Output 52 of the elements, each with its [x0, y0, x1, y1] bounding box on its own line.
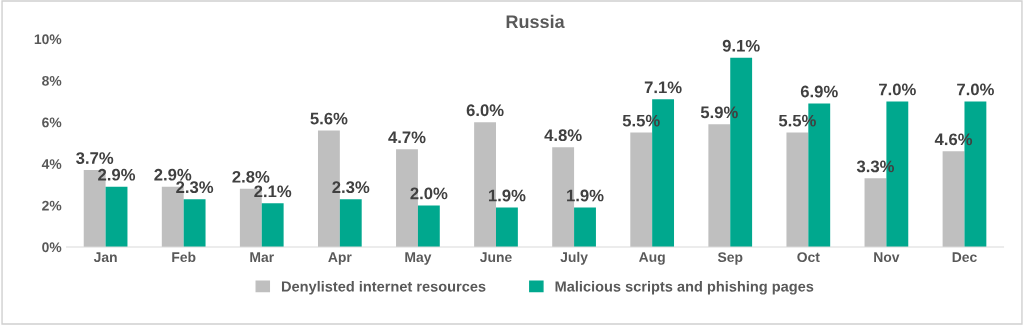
- chart-title: Russia: [506, 14, 565, 29]
- y-tick-label: 0%: [42, 242, 62, 253]
- x-tick-label: Apr: [328, 252, 352, 265]
- bar: [183, 199, 206, 247]
- x-tick-label: Dec: [952, 252, 977, 263]
- data-label: 2.8%: [232, 170, 270, 183]
- bar: [630, 132, 653, 247]
- y-tick-label: 8%: [42, 75, 62, 86]
- y-tick-label: 10%: [34, 34, 62, 45]
- y-tick-label: 6%: [42, 117, 62, 128]
- data-label: 2.3%: [332, 181, 370, 194]
- data-label: 2.1%: [254, 185, 292, 198]
- data-label: 7.1%: [644, 81, 682, 94]
- data-label: 2.9%: [154, 168, 192, 181]
- data-label: 5.6%: [310, 112, 348, 125]
- data-label: 7.0%: [957, 83, 994, 96]
- data-label: 1.9%: [567, 189, 604, 202]
- data-label: 6.9%: [800, 85, 838, 98]
- legend-label: Malicious scripts and phishing pages: [555, 280, 814, 295]
- bar: [708, 124, 731, 247]
- x-tick-label: May: [405, 252, 432, 265]
- bar: [942, 151, 965, 247]
- bar: [496, 207, 518, 247]
- data-label: 2.3%: [176, 181, 214, 194]
- bar: [105, 186, 128, 247]
- bar: [261, 203, 284, 247]
- legend-label: Denylisted internet resources: [281, 280, 486, 295]
- x-tick-label: July: [560, 251, 588, 265]
- bar: [574, 207, 596, 247]
- data-label: 2.9%: [98, 168, 136, 181]
- x-tick-label: Oct: [797, 252, 820, 263]
- x-tick-label: Sep: [717, 252, 743, 265]
- data-label: 2.0%: [410, 187, 448, 200]
- data-label: 6.0%: [466, 104, 504, 117]
- bar: [339, 199, 362, 247]
- x-tick-label: Feb: [172, 251, 196, 263]
- bar: [417, 205, 440, 247]
- x-tick-label: Mar: [250, 252, 274, 263]
- data-label: 9.1%: [722, 39, 760, 52]
- x-tick-label: June: [480, 252, 512, 263]
- data-label: 4.7%: [388, 131, 426, 144]
- data-label: 4.8%: [544, 129, 582, 142]
- data-label: 7.0%: [879, 83, 916, 96]
- bar: [864, 178, 887, 247]
- y-tick-label: 2%: [42, 200, 62, 211]
- data-label: 1.9%: [488, 189, 526, 202]
- data-label: 3.7%: [76, 152, 114, 164]
- x-tick-label: Nov: [874, 252, 900, 263]
- bar: [786, 132, 809, 247]
- x-tick-label: Jan: [93, 252, 117, 263]
- x-tick-label: Aug: [639, 252, 665, 265]
- y-tick-label: 4%: [41, 159, 62, 169]
